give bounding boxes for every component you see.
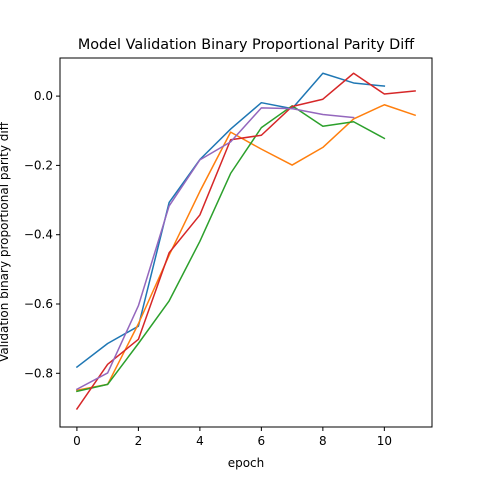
y-tick-label: −0.6 xyxy=(24,297,53,311)
x-tick-label: 8 xyxy=(319,434,327,448)
y-tick-label: −0.8 xyxy=(24,366,53,380)
y-tick-label: −0.4 xyxy=(24,228,53,242)
x-tick-label: 4 xyxy=(196,434,204,448)
x-axis: 0 2 4 6 8 10 xyxy=(73,427,392,448)
chart-title: Model Validation Binary Proportional Par… xyxy=(78,37,415,53)
x-tick-label: 0 xyxy=(73,434,81,448)
series-line-3 xyxy=(76,105,386,393)
y-tick-label: 0.0 xyxy=(34,89,53,103)
y-axis: −0.8 −0.6 −0.4 −0.2 0.0 xyxy=(24,89,60,380)
plot-frame xyxy=(59,57,433,428)
y-axis-label: Validation binary proportional parity di… xyxy=(0,121,11,362)
series-line-2 xyxy=(76,104,417,392)
series-layer xyxy=(75,72,417,411)
x-tick-label: 6 xyxy=(258,434,266,448)
x-tick-label: 10 xyxy=(377,434,392,448)
series-line-5 xyxy=(75,107,355,391)
x-tick-label: 2 xyxy=(135,434,143,448)
series-line-1 xyxy=(75,72,386,369)
y-tick-label: −0.2 xyxy=(24,158,53,172)
x-axis-label: epoch xyxy=(228,456,265,470)
series-line-4 xyxy=(75,72,416,411)
